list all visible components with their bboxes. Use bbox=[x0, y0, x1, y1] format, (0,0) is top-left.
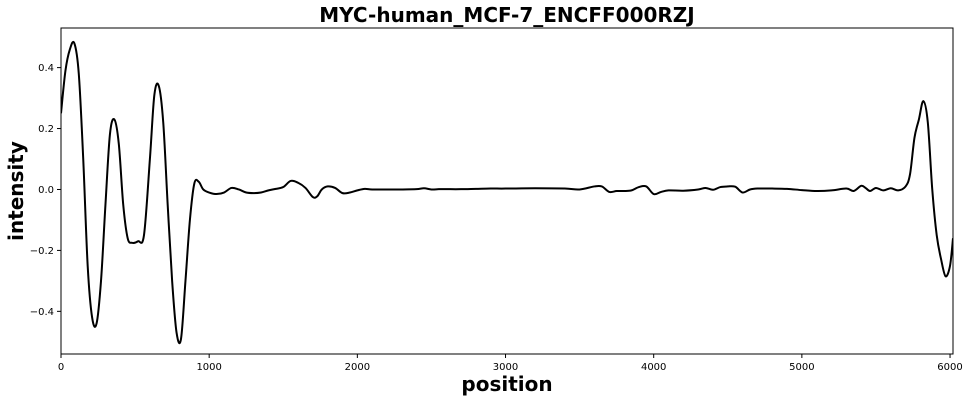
x-tick-label: 1000 bbox=[196, 362, 221, 373]
y-tick-label: 0.4 bbox=[38, 63, 54, 74]
x-tick-label: 5000 bbox=[789, 362, 814, 373]
x-tick-label: 3000 bbox=[493, 362, 518, 373]
x-tick-label: 0 bbox=[58, 362, 64, 373]
x-axis: 0 1000 2000 3000 4000 5000 6000 bbox=[58, 354, 963, 373]
plot-area bbox=[61, 40, 953, 345]
x-tick-label: 6000 bbox=[937, 362, 962, 373]
y-tick-label: 0.2 bbox=[38, 124, 54, 135]
series-line bbox=[61, 40, 953, 345]
y-axis-label: intensity bbox=[4, 141, 28, 241]
y-tick-label: −0.4 bbox=[30, 307, 54, 318]
x-tick-label: 2000 bbox=[345, 362, 370, 373]
y-axis: −0.4 −0.2 0.0 0.2 0.4 bbox=[30, 63, 61, 318]
x-tick-label: 4000 bbox=[641, 362, 666, 373]
y-tick-label: −0.2 bbox=[30, 246, 54, 257]
plot-frame bbox=[60, 27, 954, 355]
x-axis-label: position bbox=[461, 372, 552, 396]
y-tick-label: 0.0 bbox=[38, 185, 54, 196]
chart-title: MYC-human_MCF-7_ENCFF000RZJ bbox=[319, 3, 695, 27]
